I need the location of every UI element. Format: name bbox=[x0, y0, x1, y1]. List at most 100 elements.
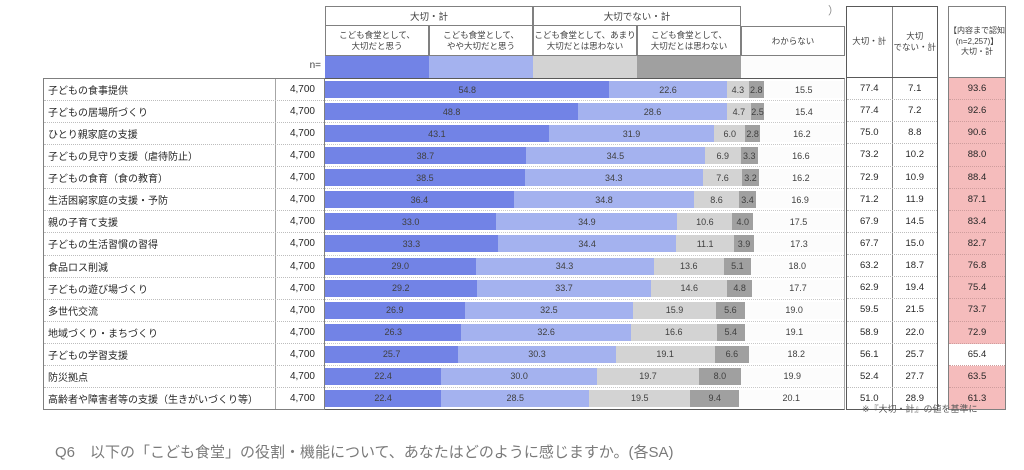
category-label: 親の子育て支援 bbox=[44, 211, 276, 233]
segment-value-label: 19.1 bbox=[785, 327, 804, 338]
not-important-total-value: 8.8 bbox=[908, 127, 922, 139]
segment-value-label: 22.4 bbox=[374, 393, 392, 404]
segment-value-label: 34.8 bbox=[595, 194, 613, 205]
segment-value-label: 34.3 bbox=[605, 172, 623, 183]
aware-important-value: 76.8 bbox=[949, 255, 1005, 278]
bar-row: 29.0 34.3 13.6 5.1 18.0 bbox=[325, 256, 844, 278]
legend-label-somewhat-important: こども食堂として、 やや大切だと思う bbox=[429, 26, 533, 56]
segment-value-label: 6.6 bbox=[725, 349, 739, 360]
bar-segment-dont-know: 19.0 bbox=[744, 301, 844, 319]
segment-value-label: 20.1 bbox=[782, 393, 801, 404]
totals-row: 63.2 18.7 bbox=[847, 255, 937, 278]
important-total-value: 77.4 bbox=[847, 78, 893, 100]
bar-segment-very-important: 22.4 bbox=[325, 367, 442, 385]
sample-size-value: 4,700 bbox=[289, 150, 315, 162]
segment-value-label: 16.6 bbox=[664, 327, 683, 338]
bar-segment-somewhat-important: 31.9 bbox=[548, 125, 715, 143]
important-total-value: 63.2 bbox=[847, 255, 893, 277]
segment-value-label: 4.0 bbox=[736, 216, 750, 227]
bar-segment-not-important: 5.4 bbox=[716, 323, 745, 341]
not-important-total-value: 7.2 bbox=[908, 105, 922, 117]
category-label: 多世代交流 bbox=[44, 299, 276, 321]
segment-value-label: 4.7 bbox=[732, 106, 746, 117]
category-label: 防災拠点 bbox=[44, 365, 276, 387]
bar-row: 43.1 31.9 6.0 2.8 16.2 bbox=[325, 123, 844, 146]
bar-segment-not-very-important: 11.1 bbox=[676, 235, 734, 253]
segment-value-label: 8.0 bbox=[713, 371, 727, 382]
totals-row: 77.4 7.2 bbox=[847, 100, 937, 123]
segment-value-label: 14.6 bbox=[680, 283, 699, 294]
bar-segment-not-important: 3.3 bbox=[740, 147, 758, 165]
category-label: 食品ロス削減 bbox=[44, 255, 276, 277]
bar-segment-somewhat-important: 28.6 bbox=[578, 103, 727, 121]
segment-value-label: 19.7 bbox=[639, 371, 657, 382]
aware-important-header: 【内容まで認知 (n=2,257)】 大切・計 bbox=[949, 7, 1005, 78]
segment-value-label: 25.7 bbox=[382, 349, 401, 360]
bar-segment-very-important: 29.0 bbox=[325, 257, 476, 275]
segment-value-label: 48.8 bbox=[442, 106, 461, 117]
legend-label-very-important: こども食堂として、 大切だと思う bbox=[325, 26, 429, 56]
segment-value-label: 15.5 bbox=[794, 84, 813, 95]
category-label: 子どもの居場所づくり bbox=[44, 101, 276, 123]
bar-segment-not-very-important: 19.5 bbox=[589, 389, 691, 407]
segment-value-label: 3.4 bbox=[741, 194, 754, 205]
clipped-paren-text: ） bbox=[828, 5, 839, 17]
aware-important-value: 88.0 bbox=[949, 144, 1005, 167]
not-important-total-value: 7.1 bbox=[908, 83, 922, 95]
aware-important-value: 92.6 bbox=[949, 100, 1005, 123]
table-row: 子どもの生活習慣の習得 4,700 bbox=[44, 233, 324, 256]
segment-value-label: 3.2 bbox=[744, 172, 757, 183]
totals-table: 大切・計 大切 でない・計 77.4 7.1 77.4 7.2 75.0 8.8 73.2 1… bbox=[846, 6, 938, 410]
stacked-bar: 22.4 28.5 19.5 9.4 20.1 bbox=[325, 389, 844, 407]
bar-segment-dont-know: 15.4 bbox=[764, 103, 844, 121]
stacked-bar: 48.8 28.6 4.7 2.5 15.4 bbox=[325, 103, 844, 121]
bar-segment-not-important: 9.4 bbox=[690, 389, 740, 407]
stacked-bar: 38.7 34.5 6.9 3.3 16.6 bbox=[325, 147, 844, 165]
bar-segment-not-very-important: 7.6 bbox=[702, 169, 743, 187]
segment-value-label: 19.9 bbox=[783, 371, 802, 382]
table-row: 地域づくり・まちづくり 4,700 bbox=[44, 321, 324, 344]
bar-segment-very-important: 54.8 bbox=[325, 81, 610, 99]
bar-segment-not-important: 2.8 bbox=[745, 125, 760, 143]
segment-value-label: 28.6 bbox=[643, 106, 662, 117]
aware-important-body: 93.6 92.6 90.6 88.0 88.4 87.1 83.4 82.7 76.8 75.4… bbox=[949, 78, 1005, 410]
segment-value-label: 13.6 bbox=[680, 261, 698, 272]
bar-segment-not-very-important: 15.9 bbox=[633, 301, 716, 319]
stacked-bar-plot: 54.8 22.6 4.3 2.8 15.5 48.8 28.6 4.7 2.5 15.4 43.1… bbox=[325, 78, 845, 410]
bar-segment-dont-know: 17.3 bbox=[754, 235, 844, 253]
n-equals-label: n= bbox=[309, 60, 321, 71]
bar-segment-somewhat-important: 34.8 bbox=[513, 191, 695, 209]
segment-value-label: 34.4 bbox=[578, 238, 596, 249]
totals-row: 62.9 19.4 bbox=[847, 277, 937, 300]
sample-size-value: 4,700 bbox=[289, 326, 315, 338]
legend-label-dont-know: わからない bbox=[741, 26, 845, 56]
bar-segment-very-important: 48.8 bbox=[325, 103, 579, 121]
category-label: 子どもの遊び場づくり bbox=[44, 277, 276, 299]
bar-segment-dont-know: 17.5 bbox=[753, 213, 844, 231]
table-row: 子どもの見守り支援（虐待防止） 4,700 bbox=[44, 145, 324, 168]
totals-row: 51.0 28.9 bbox=[847, 387, 937, 410]
important-total-value: 58.9 bbox=[847, 321, 893, 343]
bar-segment-not-important: 2.5 bbox=[751, 103, 765, 121]
segment-value-label: 33.7 bbox=[555, 283, 573, 294]
bar-segment-somewhat-important: 32.6 bbox=[461, 323, 631, 341]
bar-segment-somewhat-important: 30.0 bbox=[441, 367, 597, 385]
bar-segment-not-important: 2.8 bbox=[749, 81, 764, 99]
segment-value-label: 28.5 bbox=[506, 393, 524, 404]
segment-value-label: 17.3 bbox=[790, 238, 808, 249]
stacked-bar: 54.8 22.6 4.3 2.8 15.5 bbox=[325, 81, 844, 99]
bar-segment-not-very-important: 14.6 bbox=[651, 279, 728, 297]
bar-row: 22.4 28.5 19.5 9.4 20.1 bbox=[325, 388, 844, 409]
segment-value-label: 2.8 bbox=[746, 128, 759, 139]
important-total-value: 77.4 bbox=[847, 100, 893, 122]
sample-size-value: 4,700 bbox=[289, 370, 315, 382]
sample-size-value: 4,700 bbox=[289, 216, 315, 228]
bar-row: 33.0 34.9 10.6 4.0 17.5 bbox=[325, 211, 844, 234]
sample-size-value: 4,700 bbox=[289, 84, 315, 96]
segment-value-label: 6.0 bbox=[723, 128, 737, 139]
segment-value-label: 26.3 bbox=[384, 327, 402, 338]
bar-segment-somewhat-important: 34.9 bbox=[496, 213, 678, 231]
segment-value-label: 19.1 bbox=[656, 349, 674, 360]
important-total-value: 73.2 bbox=[847, 144, 893, 166]
bar-segment-not-important: 3.2 bbox=[742, 169, 759, 187]
